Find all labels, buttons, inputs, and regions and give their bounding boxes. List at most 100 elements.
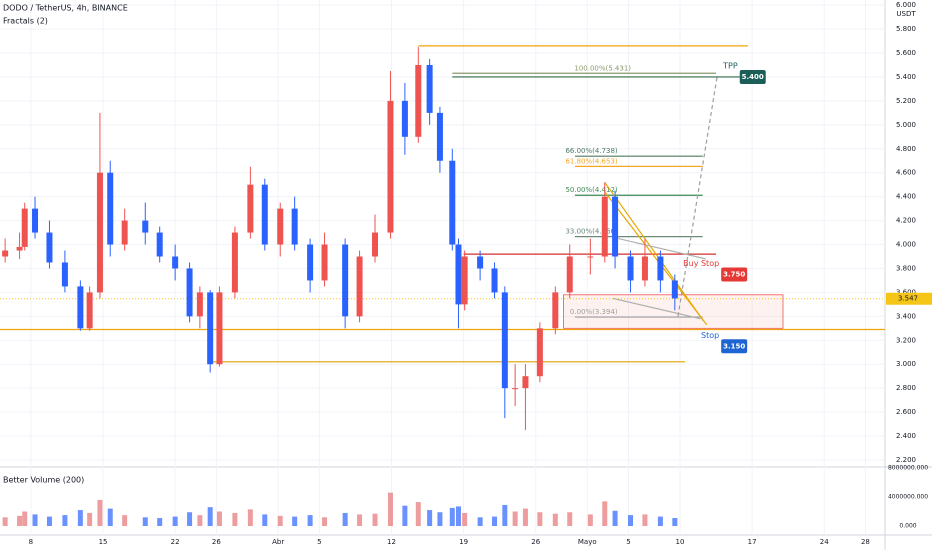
volume-bar xyxy=(372,513,378,527)
badge-name: Buy Stop xyxy=(683,259,719,268)
chart-title: DODO / TetherUS, 4h, BINANCE xyxy=(3,4,128,13)
candle-body xyxy=(401,100,408,137)
candle-body xyxy=(107,172,114,245)
volume-bar xyxy=(567,512,573,527)
x-tick-label: 17 xyxy=(748,538,757,546)
x-tick-label: 26 xyxy=(531,538,540,546)
trendline xyxy=(612,236,706,260)
pane-title: Better Volume (200) xyxy=(3,476,84,485)
candle-body xyxy=(641,256,648,281)
volume-bar xyxy=(537,512,543,527)
volume-bar xyxy=(522,508,528,527)
candle-body xyxy=(356,256,363,317)
badge xyxy=(721,339,748,354)
volume-bar xyxy=(628,515,634,527)
volume-bar xyxy=(512,511,518,527)
y-tick-label: 3.600 xyxy=(896,288,916,296)
volume-bar xyxy=(387,492,393,527)
candle-body xyxy=(16,246,23,251)
volume-bar xyxy=(357,514,363,527)
x-tick-label: 24 xyxy=(820,538,829,546)
candle-body xyxy=(612,196,619,257)
candle-body xyxy=(207,292,214,365)
candle-body xyxy=(601,196,608,257)
volume-bar xyxy=(455,506,461,527)
y-tick-label: 5.800 xyxy=(896,25,916,33)
badge xyxy=(721,267,748,282)
candle-body xyxy=(372,232,379,257)
volume-bar xyxy=(612,510,618,527)
candle-body xyxy=(61,262,68,287)
volume-bar xyxy=(342,512,348,527)
candle-body xyxy=(186,268,193,317)
volume-bar xyxy=(292,516,298,527)
volume-bar xyxy=(672,518,678,527)
volume-bar xyxy=(552,513,558,527)
y-tick-label: 3.400 xyxy=(896,312,916,320)
last-price-badge xyxy=(886,292,932,305)
candle-body xyxy=(566,256,573,293)
y-tick-label: 4.000 xyxy=(896,241,916,249)
x-tick-label: Mayo xyxy=(578,538,597,546)
candle-body xyxy=(77,286,84,329)
x-tick-label: 8 xyxy=(29,538,33,546)
badge-label: 3.150 xyxy=(723,342,745,350)
volume-bar xyxy=(157,518,163,527)
candle-body xyxy=(46,232,53,263)
volume-bar xyxy=(322,517,328,527)
x-tick-label: 19 xyxy=(459,538,468,546)
x-tick-label: Abr xyxy=(272,538,284,546)
candle-body xyxy=(671,280,678,299)
volume-bar xyxy=(247,509,253,527)
volume-bar xyxy=(602,501,608,527)
fib-label: 66.00%(4.738) xyxy=(565,147,617,155)
candle-body xyxy=(426,64,433,113)
candle-body xyxy=(307,244,314,281)
y-tick-label: 4.800 xyxy=(896,145,916,153)
candle-body xyxy=(512,388,519,390)
candle-body xyxy=(342,244,349,317)
candle-body xyxy=(172,256,179,269)
candle-body xyxy=(261,184,268,245)
candle-body xyxy=(461,256,468,305)
volume-bar xyxy=(172,516,178,527)
candle-body xyxy=(491,268,498,293)
candle-body xyxy=(587,256,594,258)
candle-body xyxy=(216,292,223,365)
fib-label: 100.00%(5.431) xyxy=(574,64,631,72)
volume-bar xyxy=(502,504,508,527)
x-tick-label: 28 xyxy=(861,538,870,546)
volume-bar xyxy=(642,514,648,527)
volume-bar xyxy=(437,512,443,527)
y-tick-label: 2.800 xyxy=(896,384,916,392)
candle-body xyxy=(21,208,28,247)
indicator-label: Fractals (2) xyxy=(3,17,48,26)
y-tick-label: 5.200 xyxy=(896,97,916,105)
volume-bar xyxy=(62,515,68,527)
candle-body xyxy=(627,256,634,281)
volume-bar xyxy=(32,514,38,527)
x-tick-label: 15 xyxy=(99,538,108,546)
last-price-label: 3.547 xyxy=(898,295,918,303)
candle-body xyxy=(436,112,443,161)
volume-bar xyxy=(307,515,313,527)
x-tick-label: 5 xyxy=(317,538,321,546)
volume-bar xyxy=(122,515,128,527)
volume-bar xyxy=(107,508,113,527)
fib-label: 33.00%(4.066) xyxy=(565,228,617,236)
volume-bar xyxy=(207,507,213,527)
candle-body xyxy=(247,184,254,233)
volume-bar xyxy=(492,516,498,527)
volume-bar xyxy=(232,512,238,527)
y-tick-label: 2.200 xyxy=(896,456,916,464)
volume-bar xyxy=(17,515,23,527)
candle-body xyxy=(455,244,462,305)
x-tick-label: 12 xyxy=(387,538,396,546)
fib-label: 61.80%(4.653) xyxy=(565,157,617,165)
y-tick-label: 2.600 xyxy=(896,408,916,416)
candle-body xyxy=(501,292,508,389)
volume-bar xyxy=(22,511,28,527)
badge-label: 5.400 xyxy=(742,73,764,81)
y-tick-label: 5.400 xyxy=(896,73,916,81)
